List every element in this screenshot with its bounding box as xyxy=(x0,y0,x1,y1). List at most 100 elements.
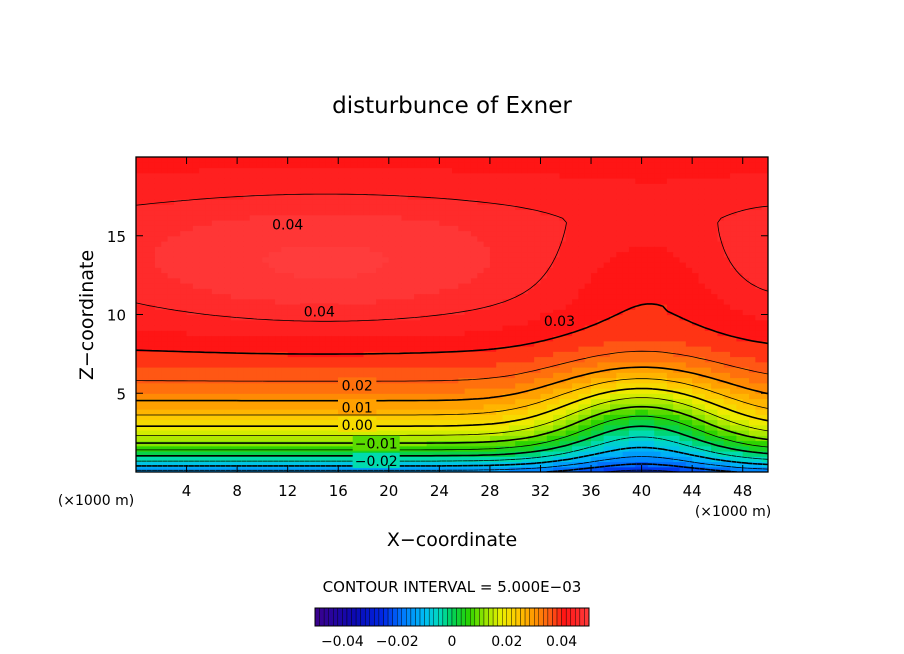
field-cell xyxy=(616,188,624,195)
field-cell xyxy=(420,193,428,200)
field-cell xyxy=(660,466,668,472)
field-cell xyxy=(584,319,592,326)
field-cell xyxy=(173,178,181,184)
field-cell xyxy=(312,220,320,226)
field-cell xyxy=(300,277,308,284)
field-cell xyxy=(395,298,403,305)
field-cell xyxy=(622,193,630,200)
field-cell xyxy=(610,419,617,426)
field-cell xyxy=(420,230,428,237)
field-cell xyxy=(527,277,535,284)
field-cell xyxy=(508,272,516,279)
field-cell xyxy=(218,267,226,274)
field-cell xyxy=(597,209,605,216)
field-cell xyxy=(192,288,200,295)
field-cell xyxy=(610,319,617,326)
field-cell xyxy=(452,435,459,442)
field-cell xyxy=(224,340,232,347)
field-cell xyxy=(616,398,624,405)
field-cell xyxy=(287,445,295,452)
field-cell xyxy=(641,367,649,373)
field-cell xyxy=(534,440,542,447)
field-cell xyxy=(534,388,542,394)
field-cell xyxy=(382,424,390,431)
field-cell xyxy=(616,241,624,247)
field-cell xyxy=(180,409,188,415)
field-cell xyxy=(268,256,276,263)
field-cell xyxy=(610,451,617,457)
field-cell xyxy=(458,335,466,342)
field-cell xyxy=(452,304,459,310)
field-cell xyxy=(641,283,649,289)
field-cell xyxy=(275,298,282,305)
field-cell xyxy=(148,256,156,263)
field-cell xyxy=(287,419,295,426)
field-cell xyxy=(237,262,245,268)
field-cell xyxy=(572,309,579,316)
field-cell xyxy=(243,445,251,452)
field-cell xyxy=(249,451,257,457)
field-cell xyxy=(294,414,301,421)
field-cell xyxy=(540,246,548,253)
field-cell xyxy=(275,283,282,289)
field-cell xyxy=(591,283,598,289)
field-cell xyxy=(489,288,497,295)
field-cell xyxy=(300,193,308,200)
color-field xyxy=(136,157,768,472)
field-cell xyxy=(369,335,377,342)
field-cell xyxy=(502,230,510,237)
field-cell xyxy=(306,377,314,384)
field-cell xyxy=(287,451,295,457)
field-cell xyxy=(199,298,207,305)
field-cell xyxy=(597,277,605,284)
field-cell xyxy=(312,167,320,174)
field-cell xyxy=(218,293,226,300)
field-cell xyxy=(489,172,497,179)
field-cell xyxy=(218,157,226,163)
field-cell xyxy=(597,393,605,400)
field-cell xyxy=(426,351,434,358)
field-cell xyxy=(344,309,352,316)
field-cell xyxy=(192,188,200,195)
field-cell xyxy=(230,199,238,205)
field-cell xyxy=(654,304,662,310)
field-cell xyxy=(395,393,403,400)
field-cell xyxy=(357,330,365,337)
field-cell xyxy=(256,367,263,373)
field-cell xyxy=(243,293,251,300)
field-cell xyxy=(281,319,289,326)
field-cell xyxy=(237,235,245,242)
field-cell xyxy=(407,199,415,205)
field-cell xyxy=(294,435,301,442)
field-cell xyxy=(363,335,371,342)
field-cell xyxy=(445,267,453,274)
field-cell xyxy=(161,246,169,253)
field-cell xyxy=(647,435,655,442)
field-cell xyxy=(559,267,567,274)
field-cell xyxy=(407,451,415,457)
field-cell xyxy=(401,346,409,352)
field-cell xyxy=(483,272,491,279)
field-cell xyxy=(376,235,384,242)
field-cell xyxy=(357,314,365,321)
field-cell xyxy=(470,209,478,216)
field-cell xyxy=(515,162,523,169)
field-cell xyxy=(344,230,352,237)
field-cell xyxy=(584,440,592,447)
field-cell xyxy=(275,209,282,216)
field-cell xyxy=(647,393,655,400)
field-cell xyxy=(635,330,643,337)
field-cell xyxy=(439,319,447,326)
field-cell xyxy=(439,235,447,242)
field-cell xyxy=(230,178,238,184)
field-cell xyxy=(167,466,175,472)
field-cell xyxy=(357,209,365,216)
field-cell xyxy=(142,193,150,200)
field-cell xyxy=(622,325,630,331)
field-cell xyxy=(294,393,301,400)
field-cell xyxy=(426,209,434,216)
field-cell xyxy=(395,314,403,321)
field-cell xyxy=(395,372,403,379)
field-cell xyxy=(224,288,232,295)
field-cell xyxy=(338,456,346,463)
